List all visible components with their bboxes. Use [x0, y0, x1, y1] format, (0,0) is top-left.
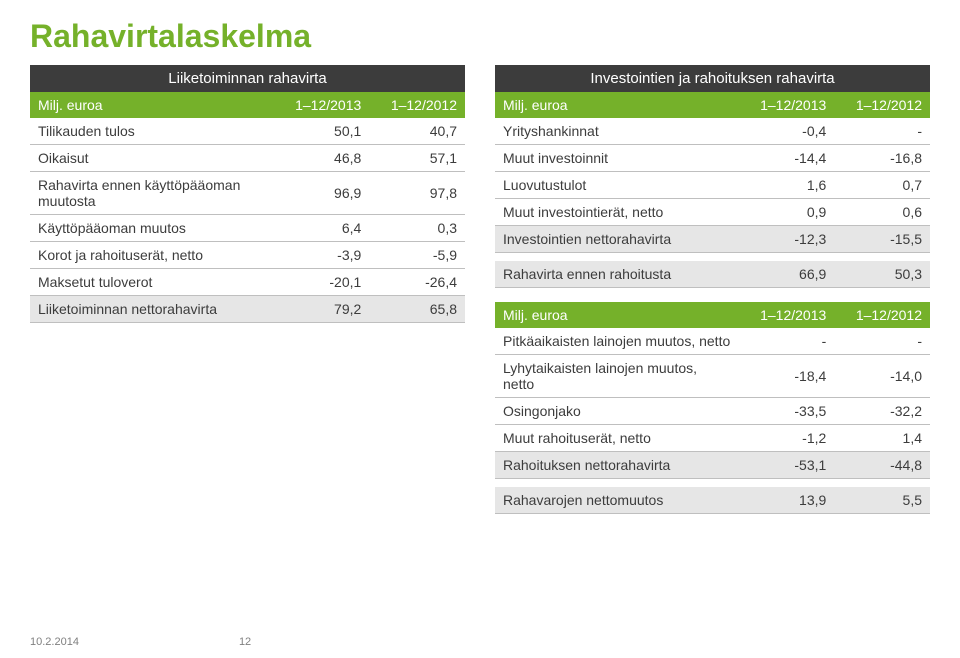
- sum-value: 5,5: [834, 487, 930, 514]
- cell-value: 46,8: [274, 145, 370, 172]
- head-c1: 1–12/2013: [274, 92, 370, 118]
- table-row: Pitkäaikaisten lainojen muutos, netto - …: [495, 328, 930, 355]
- head-c1: 1–12/2013: [739, 92, 835, 118]
- table-row: Muut rahoituserät, netto -1,2 1,4: [495, 425, 930, 452]
- cell-label: Rahavirta ennen käyttöpääoman muutosta: [30, 172, 274, 215]
- table-row: Tilikauden tulos 50,1 40,7: [30, 118, 465, 145]
- table-row: Oikaisut 46,8 57,1: [30, 145, 465, 172]
- cell-value: 96,9: [274, 172, 370, 215]
- sum-value: 65,8: [369, 296, 465, 323]
- cell-value: -32,2: [834, 398, 930, 425]
- cell-value: 0,7: [834, 172, 930, 199]
- cell-value: 6,4: [274, 215, 370, 242]
- cell-value: -16,8: [834, 145, 930, 172]
- cell-value: -: [834, 118, 930, 145]
- left-table: Milj. euroa 1–12/2013 1–12/2012 Tilikaud…: [30, 92, 465, 323]
- cell-value: -5,9: [369, 242, 465, 269]
- table-row: Lyhytaikaisten lainojen muutos, netto -1…: [495, 355, 930, 398]
- table-row: Käyttöpääoman muutos 6,4 0,3: [30, 215, 465, 242]
- sum-label: Rahavarojen nettomuutos: [495, 487, 739, 514]
- head-c2: 1–12/2012: [834, 92, 930, 118]
- left-sum-row: Liiketoiminnan nettorahavirta 79,2 65,8: [30, 296, 465, 323]
- right-table-1: Milj. euroa 1–12/2013 1–12/2012 Yritysha…: [495, 92, 930, 288]
- cell-value: -: [739, 328, 835, 355]
- cell-value: 50,1: [274, 118, 370, 145]
- cell-value: -33,5: [739, 398, 835, 425]
- sum-value: -44,8: [834, 452, 930, 479]
- footer-page: 12: [239, 636, 251, 648]
- head-label: Milj. euroa: [495, 302, 739, 328]
- table-row: Luovutustulot 1,6 0,7: [495, 172, 930, 199]
- page-title: Rahavirtalaskelma: [30, 18, 930, 55]
- sum-value: 66,9: [739, 261, 835, 288]
- head-label: Milj. euroa: [495, 92, 739, 118]
- head-c2: 1–12/2012: [834, 302, 930, 328]
- table-row: Yrityshankinnat -0,4 -: [495, 118, 930, 145]
- right-table-2: Milj. euroa 1–12/2013 1–12/2012 Pitkäaik…: [495, 302, 930, 514]
- right2-sum-row: Rahoituksen nettorahavirta -53,1 -44,8: [495, 452, 930, 479]
- right2-sum2-row: Rahavarojen nettomuutos 13,9 5,5: [495, 487, 930, 514]
- table-row: Korot ja rahoituserät, netto -3,9 -5,9: [30, 242, 465, 269]
- cell-label: Maksetut tuloverot: [30, 269, 274, 296]
- table-row: Maksetut tuloverot -20,1 -26,4: [30, 269, 465, 296]
- right1-sum2-row: Rahavirta ennen rahoitusta 66,9 50,3: [495, 261, 930, 288]
- table-row: Osingonjako -33,5 -32,2: [495, 398, 930, 425]
- sum-value: -12,3: [739, 226, 835, 253]
- sum-label: Liiketoiminnan nettorahavirta: [30, 296, 274, 323]
- right1-head: Milj. euroa 1–12/2013 1–12/2012: [495, 92, 930, 118]
- sum-value: 79,2: [274, 296, 370, 323]
- cell-value: 0,9: [739, 199, 835, 226]
- cell-value: -3,9: [274, 242, 370, 269]
- cell-label: Korot ja rahoituserät, netto: [30, 242, 274, 269]
- table-row: Muut investoinnit -14,4 -16,8: [495, 145, 930, 172]
- sum-value: 13,9: [739, 487, 835, 514]
- cell-value: 57,1: [369, 145, 465, 172]
- cell-value: 40,7: [369, 118, 465, 145]
- cell-value: 1,4: [834, 425, 930, 452]
- cell-value: -: [834, 328, 930, 355]
- right1-sum-row: Investointien nettorahavirta -12,3 -15,5: [495, 226, 930, 253]
- cell-label: Lyhytaikaisten lainojen muutos, netto: [495, 355, 739, 398]
- cell-value: -0,4: [739, 118, 835, 145]
- cell-value: -1,2: [739, 425, 835, 452]
- cell-label: Pitkäaikaisten lainojen muutos, netto: [495, 328, 739, 355]
- sum-label: Investointien nettorahavirta: [495, 226, 739, 253]
- right-section-title: Investointien ja rahoituksen rahavirta: [495, 65, 930, 92]
- sum-label: Rahavirta ennen rahoitusta: [495, 261, 739, 288]
- cell-value: -14,4: [739, 145, 835, 172]
- head-c2: 1–12/2012: [369, 92, 465, 118]
- cell-value: -20,1: [274, 269, 370, 296]
- cell-value: 1,6: [739, 172, 835, 199]
- cell-label: Muut rahoituserät, netto: [495, 425, 739, 452]
- cell-label: Tilikauden tulos: [30, 118, 274, 145]
- table-row: Rahavirta ennen käyttöpääoman muutosta 9…: [30, 172, 465, 215]
- cell-value: -14,0: [834, 355, 930, 398]
- head-label: Milj. euroa: [30, 92, 274, 118]
- footer: 10.2.2014 12: [30, 636, 251, 648]
- sum-value: -53,1: [739, 452, 835, 479]
- cell-value: -18,4: [739, 355, 835, 398]
- head-c1: 1–12/2013: [739, 302, 835, 328]
- cell-label: Luovutustulot: [495, 172, 739, 199]
- left-column: Liiketoiminnan rahavirta Milj. euroa 1–1…: [30, 65, 465, 514]
- right2-head: Milj. euroa 1–12/2013 1–12/2012: [495, 302, 930, 328]
- cell-label: Yrityshankinnat: [495, 118, 739, 145]
- cell-value: 0,3: [369, 215, 465, 242]
- left-table-head: Milj. euroa 1–12/2013 1–12/2012: [30, 92, 465, 118]
- cell-label: Osingonjako: [495, 398, 739, 425]
- sum-value: 50,3: [834, 261, 930, 288]
- cell-label: Oikaisut: [30, 145, 274, 172]
- footer-date: 10.2.2014: [30, 636, 79, 648]
- sum-value: -15,5: [834, 226, 930, 253]
- cell-value: 97,8: [369, 172, 465, 215]
- cell-value: -26,4: [369, 269, 465, 296]
- cell-label: Muut investointierät, netto: [495, 199, 739, 226]
- left-section-title: Liiketoiminnan rahavirta: [30, 65, 465, 92]
- cell-label: Käyttöpääoman muutos: [30, 215, 274, 242]
- cell-value: 0,6: [834, 199, 930, 226]
- right-column: Investointien ja rahoituksen rahavirta M…: [495, 65, 930, 514]
- cell-label: Muut investoinnit: [495, 145, 739, 172]
- sum-label: Rahoituksen nettorahavirta: [495, 452, 739, 479]
- table-row: Muut investointierät, netto 0,9 0,6: [495, 199, 930, 226]
